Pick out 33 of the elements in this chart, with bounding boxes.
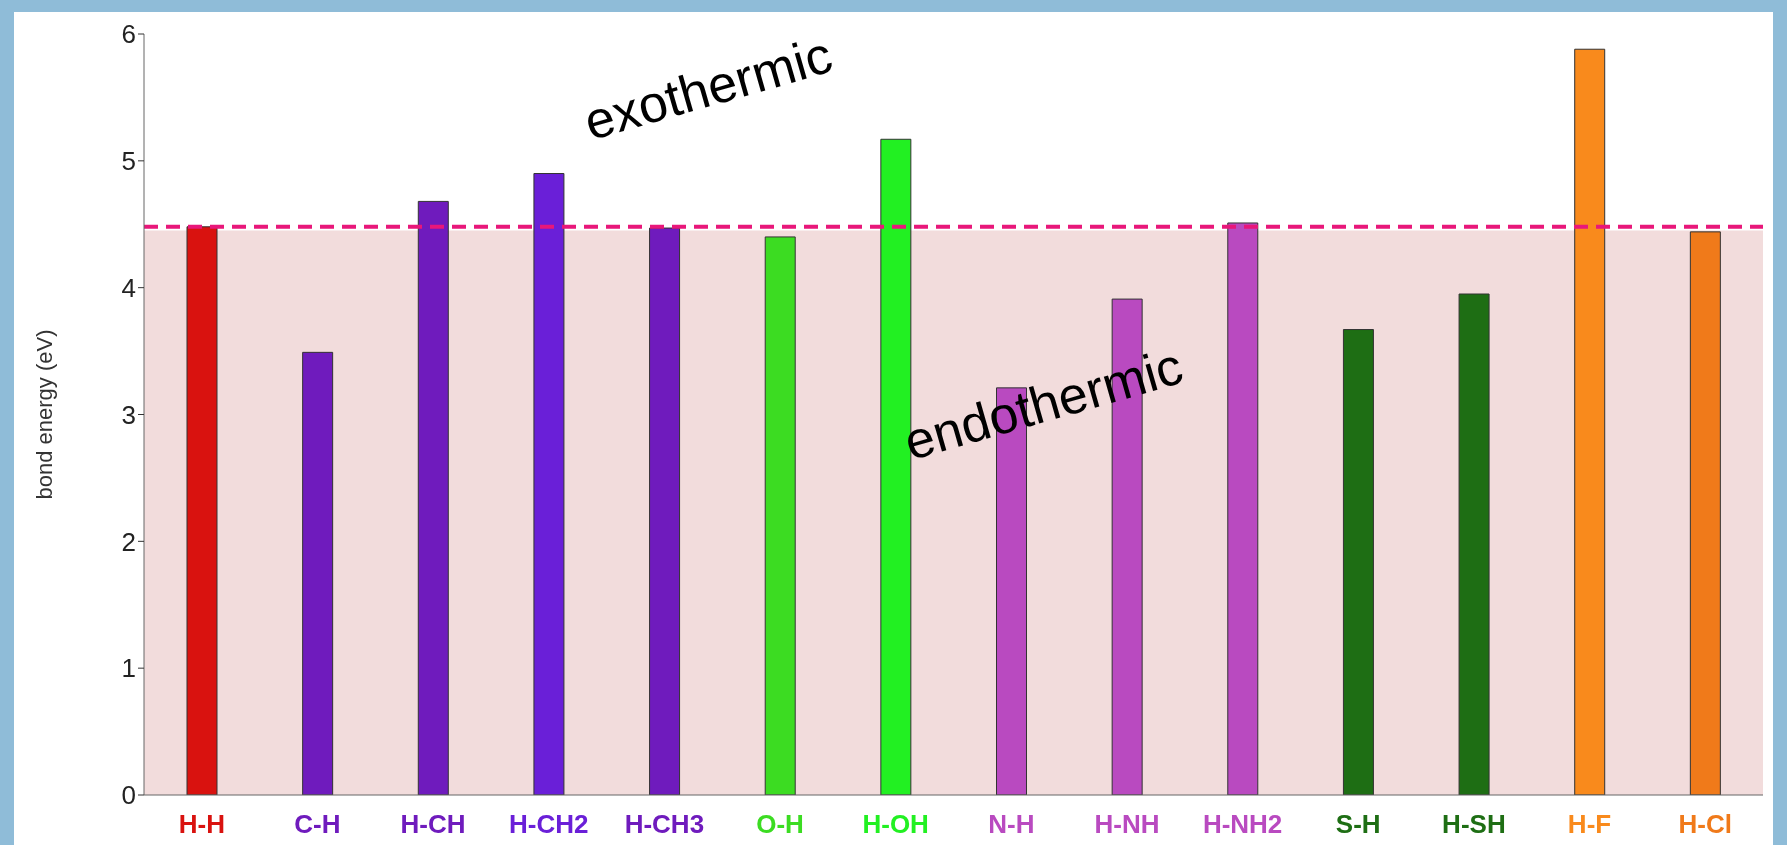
bar [1458,293,1490,795]
bar [186,226,218,795]
x-tick-label: C-H [294,809,341,839]
y-tick-label: 5 [121,146,136,177]
x-tick-label: H-F [1567,809,1612,839]
x-tick-label: O-H [756,809,804,839]
bar [1689,231,1721,795]
y-tick-label: 0 [121,780,136,811]
y-tick-label: 4 [121,272,136,303]
x-tick-label: H-CH [400,809,466,839]
bar [417,200,449,795]
x-tick-label: H-NH2 [1202,809,1283,839]
bar [1574,48,1606,795]
bar [533,173,565,795]
x-tick-label: S-H [1335,809,1381,839]
bar [1227,222,1259,795]
x-tick-label: H-CH2 [509,809,589,839]
x-tick-label: H-OH [862,809,929,839]
y-tick-label: 1 [121,653,136,684]
x-tick-label: H-NH [1094,809,1160,839]
bar [649,227,681,795]
x-tick-label: N-H [988,809,1035,839]
y-tick-label: 2 [121,526,136,557]
bar [764,236,796,795]
bar [1342,329,1374,795]
y-tick-label: 3 [121,399,136,430]
x-tick-label: H-Cl [1678,809,1732,839]
y-tick-label: 6 [121,19,136,50]
x-tick-label: H-CH3 [624,809,705,839]
x-tick-label: H-SH [1442,809,1506,839]
x-tick-label: H-H [178,809,225,839]
bar [302,351,334,795]
y-axis-title: bond energy (eV) [31,329,57,500]
